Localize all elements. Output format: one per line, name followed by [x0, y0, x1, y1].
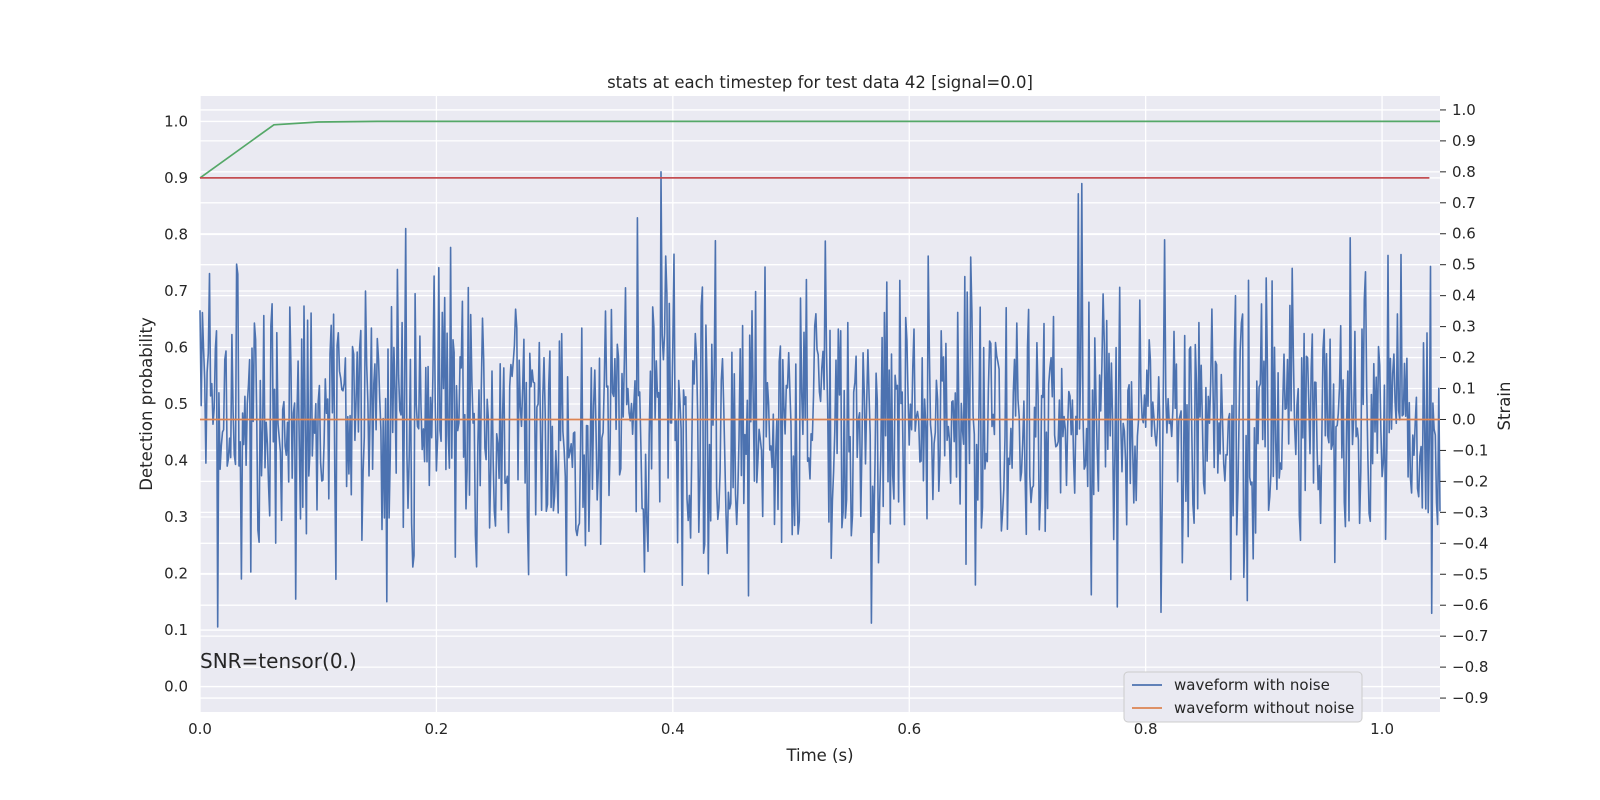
series-detection-probability [199, 120, 1440, 179]
y2-tick-label: 0.6 [1452, 225, 1476, 243]
y2-tick-label: 0.9 [1452, 132, 1476, 150]
y2-tick-label: −0.8 [1452, 658, 1488, 676]
y2-tick-label: −0.5 [1452, 565, 1488, 583]
y-tick-label: 0.6 [164, 338, 188, 356]
y2-tick-label: −0.4 [1452, 534, 1488, 552]
y-tick-label: 0.4 [164, 452, 188, 470]
y2-tick-label: 0.0 [1452, 410, 1476, 428]
y2-tick-label: 0.5 [1452, 256, 1476, 274]
series-layer [199, 120, 1441, 628]
y2-tick-label: −0.7 [1452, 627, 1488, 645]
y2-tick-label: 0.4 [1452, 287, 1476, 305]
left-axis-ticks: 0.0 0.1 0.2 0.3 0.4 0.5 0.6 0.7 0.8 0.9 1.0 [164, 112, 188, 695]
x-tick-label: 0.2 [424, 720, 448, 738]
y2-tick-label: 0.3 [1452, 318, 1476, 336]
snr-annotation: SNR=tensor(0.) [200, 649, 357, 673]
y-tick-label: 0.2 [164, 565, 188, 583]
chart-title: stats at each timestep for test data 42 … [607, 73, 1033, 92]
y-tick-label: 0.8 [164, 225, 188, 243]
x-tick-label: 1.0 [1370, 720, 1394, 738]
right-axis-ticks: −0.9 −0.8 −0.7 −0.6 −0.5 −0.4 −0.3 −0.2 −0.1 0.0 0… [1440, 101, 1488, 707]
y2-tick-label: −0.1 [1452, 441, 1488, 459]
x-tick-label: 0.6 [897, 720, 921, 738]
y2-tick-label: −0.3 [1452, 503, 1488, 521]
y2-tick-label: 0.7 [1452, 194, 1476, 212]
x-tick-label: 0.0 [188, 720, 212, 738]
y-tick-label: 0.5 [164, 395, 188, 413]
y2-tick-label: 0.1 [1452, 380, 1476, 398]
y2-tick-label: −0.9 [1452, 689, 1488, 707]
y2-axis-label: Strain [1495, 382, 1514, 431]
x-axis-label: Time (s) [785, 746, 853, 765]
y-tick-label: 1.0 [164, 112, 188, 130]
y-tick-label: 0.3 [164, 508, 188, 526]
y2-tick-label: 0.2 [1452, 349, 1476, 367]
x-tick-label: 0.8 [1134, 720, 1158, 738]
legend-label-clean: waveform without noise [1174, 699, 1354, 717]
series-waveform-with-noise [199, 171, 1441, 628]
legend-box [1123, 671, 1363, 723]
y-tick-label: 0.0 [164, 678, 188, 696]
y2-tick-label: −0.2 [1452, 472, 1488, 490]
y-tick-label: 0.9 [164, 169, 188, 187]
y2-tick-label: 0.8 [1452, 163, 1476, 181]
y-axis-label: Detection probability [137, 317, 156, 491]
y-tick-label: 0.7 [164, 282, 188, 300]
y2-tick-label: 1.0 [1452, 101, 1476, 119]
legend: waveform with noise waveform without noi… [1123, 671, 1363, 723]
x-axis-ticks: 0.0 0.2 0.4 0.6 0.8 1.0 [188, 720, 1394, 738]
y2-tick-label: −0.6 [1452, 596, 1488, 614]
x-tick-label: 0.4 [661, 720, 685, 738]
legend-label-noisy: waveform with noise [1174, 676, 1330, 694]
y-tick-label: 0.1 [164, 621, 188, 639]
